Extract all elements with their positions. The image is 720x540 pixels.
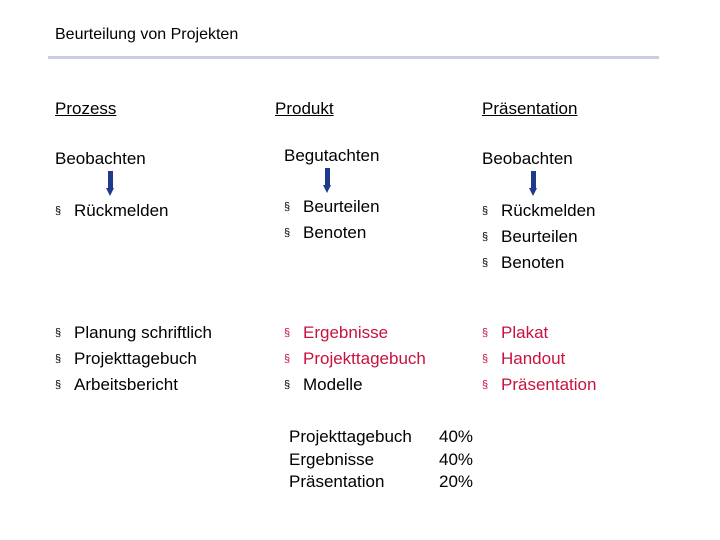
list-item: § Plakat [482,320,596,346]
list-item: § Rückmelden [482,198,596,224]
bullet-icon: § [482,205,489,217]
list-item: § Projekttagebuch [284,346,426,372]
list-item: § Arbeitsbericht [55,372,212,398]
bullet-icon: § [284,379,291,391]
bullet-icon: § [482,353,489,365]
action-prozess: Beobachten [55,149,146,168]
weighting-table: Projekttagebuch 40% Ergebnisse 40% Präse… [289,426,473,494]
bullet-icon: § [55,379,62,391]
criteria-list-prozess: § Planung schriftlich § Projekttagebuch § A… [55,320,212,398]
list-item: § Beurteilen [284,194,380,220]
title-divider [48,56,659,59]
criteria-list-praesentation: § Plakat § Handout § Präsentation [482,320,596,398]
list-item: § Modelle [284,372,426,398]
list-item: § Projekttagebuch [55,346,212,372]
list-item: § Präsentation [482,372,596,398]
list-item: § Rückmelden [55,198,169,224]
weighting-percent: 40% [439,427,474,446]
weighting-row: Projekttagebuch 40% [289,426,473,449]
bullet-icon: § [482,257,489,269]
criteria-list-produkt: § Ergebnisse § Projekttagebuch § Modelle [284,320,426,398]
column-heading-produkt: Produkt [275,99,334,118]
bullet-icon: § [482,231,489,243]
items-list-prozess: § Rückmelden [55,198,169,224]
list-item: § Handout [482,346,596,372]
bullet-icon: § [284,327,291,339]
bullet-icon: § [55,205,62,217]
weighting-label: Präsentation [289,472,385,491]
weighting-label: Projekttagebuch [289,427,412,446]
bullet-icon: § [55,327,62,339]
arrow-down-icon [106,171,115,196]
weighting-row: Ergebnisse 40% [289,449,473,472]
arrow-down-icon [529,171,538,196]
list-item: § Planung schriftlich [55,320,212,346]
action-produkt: Begutachten [284,146,380,165]
bullet-icon: § [482,379,489,391]
bullet-icon: § [284,353,291,365]
items-list-praesentation: § Rückmelden § Beurteilen § Benoten [482,198,596,276]
page-title: Beurteilung von Projekten [55,26,239,43]
weighting-percent: 40% [439,449,474,469]
list-item: § Benoten [482,250,596,276]
column-heading-praesentation: Präsentation [482,99,578,118]
column-heading-prozess: Prozess [55,99,117,118]
weighting-label: Ergebnisse [289,449,375,469]
action-praesentation: Beobachten [482,149,573,168]
bullet-icon: § [284,227,291,239]
list-item: § Beurteilen [482,224,596,250]
items-list-produkt: § Beurteilen § Benoten [284,194,380,246]
weighting-percent: 20% [439,472,474,491]
arrow-down-icon [323,168,332,193]
list-item: § Ergebnisse [284,320,426,346]
list-item: § Benoten [284,220,380,246]
bullet-icon: § [55,353,62,365]
weighting-row: Präsentation 20% [289,471,473,494]
bullet-icon: § [482,327,489,339]
bullet-icon: § [284,201,291,213]
